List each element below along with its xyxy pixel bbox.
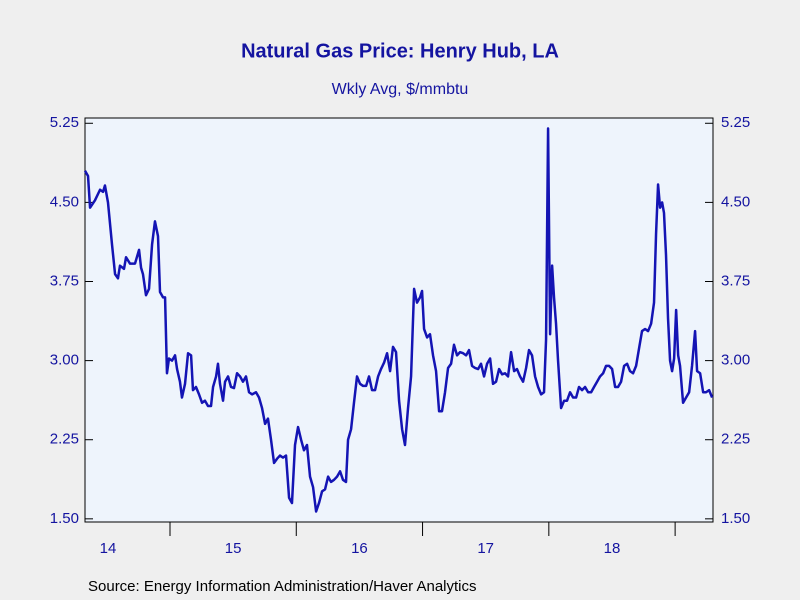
x-tick-label: 14 [100, 540, 117, 557]
x-tick-label: 16 [351, 540, 368, 557]
y-tick-label: 2.25 [50, 431, 79, 448]
y2-tick-label: 5.25 [721, 114, 750, 131]
chart-subtitle: Wkly Avg, $/mmbtu [332, 81, 469, 98]
y2-tick-label: 3.75 [721, 272, 750, 289]
source-note: Source: Energy Information Administratio… [88, 578, 477, 595]
y2-tick-label: 3.00 [721, 352, 750, 369]
y2-tick-label: 1.50 [721, 510, 750, 527]
y-tick-label: 4.50 [50, 193, 79, 210]
y-tick-label: 3.00 [50, 352, 79, 369]
y2-tick-label: 2.25 [721, 431, 750, 448]
y-tick-label: 1.50 [50, 510, 79, 527]
y-tick-label: 5.25 [50, 114, 79, 131]
chart-title: Natural Gas Price: Henry Hub, LA [241, 40, 559, 62]
y2-tick-label: 4.50 [721, 193, 750, 210]
x-tick-label: 15 [225, 540, 242, 557]
y-tick-label: 3.75 [50, 272, 79, 289]
price-line [83, 127, 714, 513]
x-tick-label: 17 [477, 540, 494, 557]
x-tick-label: 18 [604, 540, 621, 557]
plot-area [84, 117, 714, 523]
